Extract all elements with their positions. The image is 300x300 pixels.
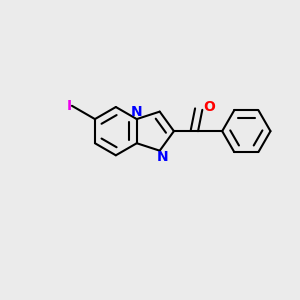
Text: N: N bbox=[157, 150, 169, 164]
Text: I: I bbox=[66, 99, 71, 113]
Text: N: N bbox=[131, 105, 142, 119]
Text: O: O bbox=[204, 100, 216, 114]
